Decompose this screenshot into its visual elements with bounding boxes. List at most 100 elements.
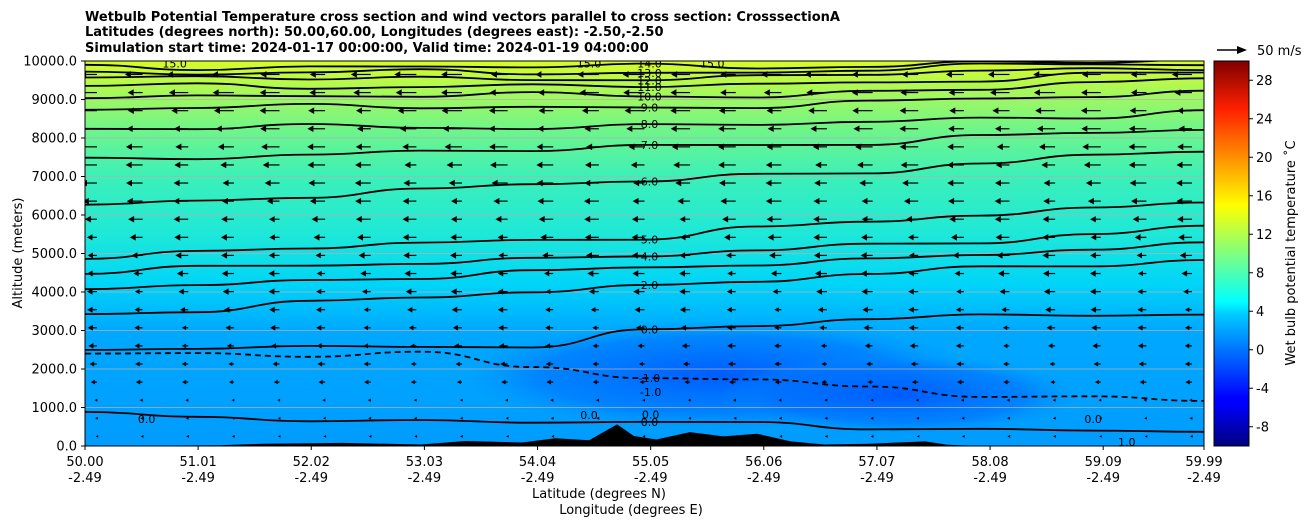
wind-vector [363,325,371,331]
wind-vector-head [677,197,684,205]
wind-vector-head [622,71,629,78]
wind-vector-head [1177,215,1184,223]
wind-vector [996,143,1010,151]
wind-vector-head [1139,379,1145,385]
wind-vector [996,252,1010,259]
wind-vector-head [813,252,820,259]
contour-label: 0.0 [138,413,156,426]
wind-vector [538,215,554,223]
wind-vector [952,252,964,259]
wind-vector [861,234,873,241]
wind-vector-head [1006,398,1010,402]
wind-vector-head [720,89,727,96]
wind-vector [592,361,599,367]
wind-vector-head [175,252,182,259]
y-tick-label: 3000.0 [32,324,78,339]
wind-vector-head [770,270,777,277]
contour-label: 0.0 [641,323,659,336]
wind-vector [1138,270,1147,277]
wind-vector-head [500,361,505,367]
wind-vector-head [222,288,229,295]
wind-vector-head [766,215,773,223]
colorbar-tick-label: 8 [1256,266,1264,281]
wind-vector-head [1131,197,1138,205]
wind-vector-head [900,89,907,96]
wind-vector-head [1003,343,1008,349]
wind-vector [221,252,234,259]
wind-vector [718,161,736,169]
wind-vector-head [363,361,369,367]
wind-vector-head [87,252,93,259]
wind-vector-head [899,143,906,151]
wind-vector-head [490,71,497,78]
wind-vector-head [269,234,275,241]
wind-vector [1041,161,1056,169]
wind-vector-head [774,361,779,367]
wind-vector-head [670,89,677,96]
x-tick-label-lon: -2.49 [634,471,668,486]
wind-vector [129,234,143,241]
wind-vector [994,179,1010,187]
wind-vector-head [1003,379,1008,385]
wind-vector-head [718,107,725,114]
contour-label: 15.0 [162,58,187,71]
contour-line [85,109,1204,131]
wind-vector [215,125,234,133]
wind-vector-head [1132,215,1139,223]
wind-vector-head [632,197,639,205]
wind-vector-head [364,379,369,385]
wind-vector-head [586,143,593,151]
wind-vector-head [308,107,315,114]
wind-vector [402,234,417,241]
wind-vector [1089,270,1101,277]
wind-vector-head [1099,434,1102,438]
y-axis-ticks: 0.0 1000.0 2000.0 3000.0 4000.0 5000.0 6000.0 7… [23,55,85,455]
wind-vector [860,270,873,277]
contour-line [85,71,1204,90]
wind-vector-head [126,179,133,187]
wind-vector [259,89,280,96]
wind-vector [632,197,645,205]
wind-vector-head [583,197,590,205]
wind-vector-head [1128,125,1135,133]
wind-vector [588,288,599,295]
wind-vector [538,107,554,114]
wind-vector [273,379,280,385]
wind-vector-head [584,179,591,187]
wind-vector [221,215,234,223]
wind-vector [537,197,554,205]
colorbar-ticks: -8 -4 0 4 8 12 16 20 24 28 [1249,74,1273,435]
wind-vector [1128,143,1147,151]
wind-vector-head [718,161,725,169]
wind-vector-head [996,252,1003,259]
wind-vector-head [726,288,732,295]
wind-vector-head [1176,179,1183,187]
wind-vector-head [1089,270,1096,277]
wind-vector-head [624,107,631,114]
wind-vector [368,416,372,420]
wind-vector [1042,252,1056,259]
wind-vector-head [584,125,591,133]
wind-vector [908,324,919,331]
wind-vector-head [901,71,908,78]
wind-vector-head [950,234,957,241]
wind-vector-head [540,234,547,241]
wind-vector-head [996,143,1003,151]
wind-vector [765,179,782,187]
wind-vector-head [221,270,228,277]
x-tick-label-lon: -2.49 [408,471,442,486]
wind-vector-head [1052,416,1056,420]
wind-vector [813,197,827,205]
title-line-1: Wetbulb Potential Temperature cross sect… [85,10,840,25]
wind-vector-head [683,361,688,367]
wind-vector-head [902,179,909,187]
wind-vector-head [851,71,858,78]
colorbar-tick-label: 16 [1256,189,1273,204]
wind-vector [356,125,371,133]
wind-vector-head [631,234,638,241]
wind-vector-head [134,307,140,313]
wind-vector [1144,416,1147,420]
wind-vector [124,71,143,78]
wind-vector [584,125,599,133]
wind-vector [223,306,234,313]
